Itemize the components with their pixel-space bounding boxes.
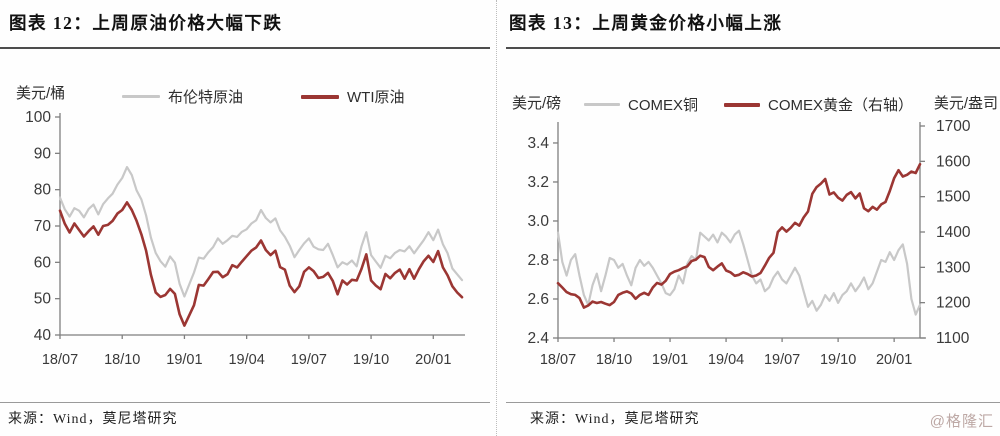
y-tick-label: 80 bbox=[34, 182, 52, 199]
source-divider bbox=[0, 402, 490, 403]
y-tick-label: 3.4 bbox=[527, 135, 549, 152]
y-tick-label: 1400 bbox=[936, 224, 971, 241]
y-tick-label: 3.2 bbox=[527, 174, 549, 191]
y-tick-label: 60 bbox=[34, 254, 52, 271]
x-tick-label: 19/04 bbox=[228, 352, 264, 368]
y-tick-label: 100 bbox=[25, 109, 51, 126]
x-tick-label: 18/10 bbox=[596, 352, 632, 368]
gold-legend-swatch bbox=[724, 102, 761, 107]
x-tick-label: 19/01 bbox=[652, 352, 688, 368]
brent-legend-label: 布伦特原油 bbox=[168, 89, 244, 106]
legend-item-wti: WTI原油 bbox=[301, 86, 405, 107]
y-tick-label: 2.6 bbox=[527, 291, 549, 308]
brent-crude-line bbox=[58, 166, 464, 298]
source-divider bbox=[506, 402, 1000, 403]
wti-crude-line bbox=[58, 201, 464, 327]
x-tick-label: 18/07 bbox=[540, 352, 576, 368]
y-axis-unit-label-left: 美元/磅 bbox=[512, 95, 562, 112]
x-tick-label: 19/10 bbox=[820, 352, 856, 368]
brent-legend-swatch bbox=[122, 95, 160, 98]
y-tick-label: 40 bbox=[34, 327, 52, 344]
y-tick-label: 3.0 bbox=[527, 213, 549, 230]
y-tick-label: 1200 bbox=[936, 295, 971, 312]
y-tick-label: 2.4 bbox=[527, 330, 549, 347]
wti-legend-label: WTI原油 bbox=[347, 89, 405, 106]
gold-title: 图表 13：上周黄金价格小幅上涨 bbox=[509, 13, 783, 33]
gold-copper-panel: 图表 13：上周黄金价格小幅上涨 美元/磅 美元/盎司 COMEX铜 COMEX… bbox=[500, 0, 1000, 436]
watermark: @格隆汇 bbox=[929, 413, 994, 430]
y-tick-label: 1700 bbox=[936, 118, 971, 135]
y-tick-label: 1500 bbox=[936, 189, 971, 206]
crude-oil-panel: 图表 12：上周原油价格大幅下跌 美元/桶 布伦特原油 WTI原油 40 50 60… bbox=[0, 13, 490, 427]
x-tick-label: 19/07 bbox=[291, 352, 327, 368]
y-axis-unit-label: 美元/桶 bbox=[16, 85, 66, 102]
x-tick-label: 19/04 bbox=[708, 352, 744, 368]
legend-item-brent: 布伦特原油 bbox=[122, 86, 243, 107]
source-note: 来源：Wind，莫尼塔研究 bbox=[8, 412, 178, 427]
wti-legend-swatch bbox=[301, 94, 340, 99]
gold-legend-label: COMEX黄金（右轴） bbox=[768, 97, 914, 114]
y-tick-label: 2.8 bbox=[527, 252, 549, 269]
legend-item-gold: COMEX黄金（右轴） bbox=[724, 94, 913, 115]
axis-lines bbox=[59, 113, 465, 336]
copper-legend-label: COMEX铜 bbox=[628, 97, 699, 114]
legend-item-copper: COMEX铜 bbox=[584, 94, 698, 115]
y-tick-label: 50 bbox=[34, 291, 52, 308]
y-tick-label: 1300 bbox=[936, 259, 971, 276]
crude-oil-title: 图表 12：上周原油价格大幅下跌 bbox=[9, 13, 283, 33]
legend: 布伦特原油 WTI原油 bbox=[122, 86, 405, 107]
crude-oil-chart: 40 50 60 70 80 90 100 18/07 18/10 19/01 19/04 19/07… bbox=[25, 109, 465, 368]
axis-lines bbox=[557, 122, 926, 339]
x-tick-label: 18/07 bbox=[42, 352, 78, 368]
x-tick-label: 19/10 bbox=[353, 352, 389, 368]
y-tick-label: 1100 bbox=[936, 330, 970, 347]
y-tick-label: 90 bbox=[34, 145, 52, 162]
title-divider bbox=[0, 47, 490, 49]
gold-copper-chart: 2.4 2.6 2.8 3.0 3.2 3.4 1100 1200 1300 1400 1500 16… bbox=[527, 118, 971, 368]
comex-copper-line bbox=[556, 229, 922, 316]
y-axis-unit-label-right: 美元/盎司 bbox=[933, 95, 998, 112]
x-tick-label: 19/07 bbox=[764, 352, 800, 368]
legend: COMEX铜 COMEX黄金（右轴） bbox=[584, 94, 913, 115]
x-tick-label: 19/01 bbox=[166, 352, 202, 368]
x-tick-label: 18/10 bbox=[104, 352, 140, 368]
source-note: 来源：Wind，莫尼塔研究 bbox=[530, 412, 700, 427]
y-tick-label: 70 bbox=[34, 218, 52, 235]
x-tick-label: 20/01 bbox=[415, 352, 451, 368]
y-tick-label: 1600 bbox=[936, 153, 971, 170]
x-tick-label: 20/01 bbox=[876, 352, 912, 368]
copper-legend-swatch bbox=[584, 103, 620, 106]
comex-gold-line bbox=[556, 162, 922, 309]
title-divider bbox=[506, 47, 1000, 49]
panel-divider bbox=[496, 0, 497, 436]
